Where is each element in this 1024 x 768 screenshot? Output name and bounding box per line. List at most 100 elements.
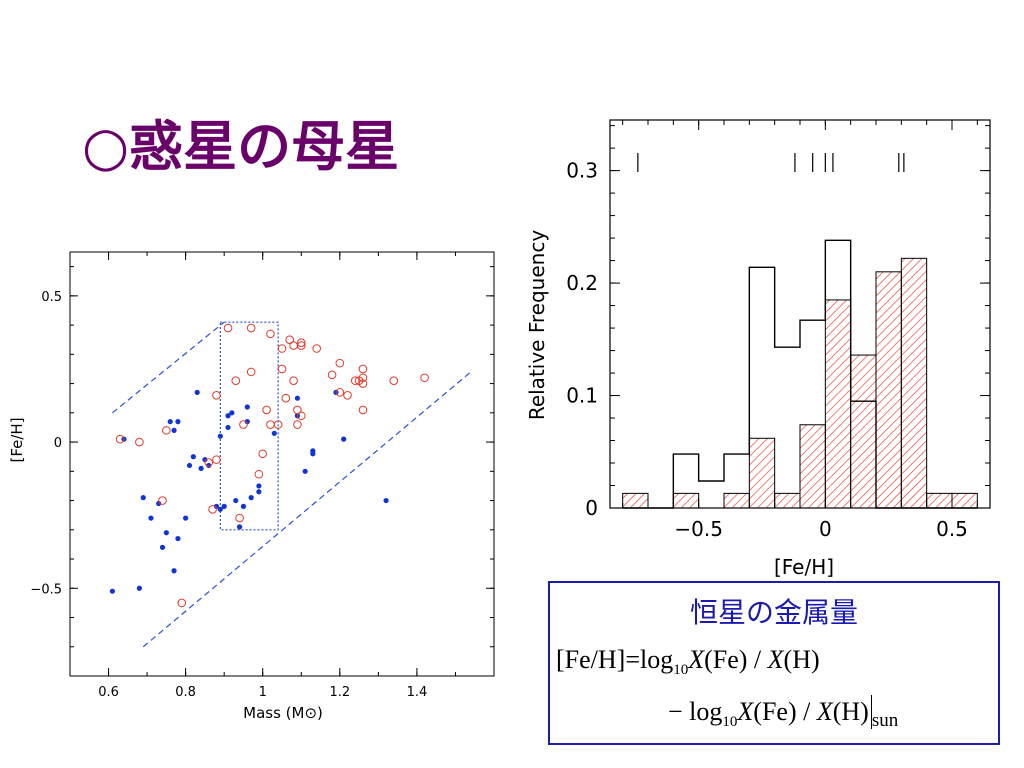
data-point-open [312,344,321,353]
scatter-guides [112,321,472,648]
data-point-open [343,390,352,400]
x-tick-label: 1.4 [407,685,428,700]
data-point-filled [171,568,177,574]
formula-prefix: [Fe/H]=log [556,645,674,674]
selection-guide-line [142,371,472,648]
scatter-plot-area [69,251,495,677]
data-point-filled [271,430,277,436]
data-point-open [204,458,214,467]
data-point-filled [148,515,154,521]
formula-heading: 恒星の金属量 [689,596,858,629]
data-point-filled [217,433,223,439]
histogram-bar-hatched [748,437,776,509]
data-point-filled [383,497,389,504]
formula-log-base: 10 [722,714,738,731]
metallicity-mass-scatter-plot: 0.6 0.8 1 1.2 1.4 −0.5 0 0.5 Mass (M⊙) [Fe/H] [8,251,495,720]
data-point-filled [225,413,231,419]
histogram-bar-hatched [622,492,649,509]
data-point-open [296,338,306,347]
data-point-open [162,426,171,435]
data-point-filled [233,497,239,504]
scatter-ticks: 0.6 0.8 1 1.2 1.4 −0.5 0 0.5 [30,252,495,700]
data-point-filled [167,419,173,425]
data-point-open [135,437,144,447]
formula-line-2: − log10X(Fe) / X(H) sun [668,695,898,732]
histogram-y-axis-label: Relative Frequency [525,230,549,420]
x-tick-label: 0.5 [936,517,968,541]
histogram-bar-hatched [723,492,750,509]
data-point-filled [240,503,247,509]
scatter-x-axis-label: Mass (M⊙) [243,704,323,720]
y-tick-label: −0.5 [30,582,62,597]
metallicity-formula-box: 恒星の金属量 [Fe/H]=log10X(Fe) / X(H) − log10X… [548,581,1000,745]
data-point-open [115,434,125,444]
data-point-filled [194,389,200,395]
scatter-frame [69,251,495,677]
data-point-filled [244,404,250,410]
data-point-open [239,420,248,429]
slide-title: ○惑星の母星 [82,115,400,178]
formula-line-1: [Fe/H]=log10X(Fe) / X(H) [556,645,820,679]
data-point-open [223,323,233,333]
data-point-filled [183,515,189,521]
formula-var: X [688,645,705,674]
formula-mid: (Fe) / [753,697,817,726]
scatter-y-axis-label: [Fe/H] [8,417,26,462]
data-point-open [293,405,302,415]
y-tick-label: 0.2 [566,271,598,295]
histogram-bar-hatched [799,424,826,509]
data-point-open [335,358,345,368]
solar-mass-box [219,321,279,531]
data-point-filled [159,544,166,550]
data-point-open [258,449,268,459]
data-point-open [277,344,287,353]
y-tick-label: 0.3 [566,159,598,183]
x-tick-label: 1.2 [329,685,350,700]
data-point-filled [198,465,204,471]
formula-var: X [737,697,754,726]
data-point-open [231,376,241,385]
data-point-open [246,367,256,377]
histogram-outline-series [622,239,978,509]
data-point-filled [190,454,196,460]
data-point-open [177,598,187,608]
data-point-open [266,420,275,429]
data-point-open [254,469,264,479]
data-point-filled [186,462,193,469]
data-point-filled [237,524,243,530]
y-tick-label: 0.5 [41,290,62,305]
formula-mid: (Fe) / [704,645,768,674]
selection-guide-line [112,321,225,414]
data-point-open [262,405,271,415]
histogram-bar-hatched [824,299,852,509]
data-point-open [350,376,360,385]
data-point-open [212,455,221,464]
formula-var: X [816,697,833,726]
data-point-filled [256,489,262,495]
data-point-open [158,496,167,505]
data-point-open [212,390,221,400]
x-tick-label: 0.6 [98,685,119,700]
y-tick-label: 0.1 [566,384,598,408]
histogram-top-ticks [637,153,905,172]
data-point-filled [225,424,231,431]
metallicity-histogram: −0.5 0 0.5 0 0.1 0.2 0.3 [Fe/H] Relative Frequ… [525,119,991,579]
formula-var: X [767,645,784,674]
data-point-filled [341,436,347,442]
scatter-points [109,323,429,608]
data-point-open [358,373,368,383]
data-point-filled [163,530,169,536]
data-point-filled [310,448,316,454]
evaluation-bar [870,695,872,729]
data-point-open [235,513,244,523]
data-point-filled [221,503,227,509]
data-point-filled [109,588,115,594]
formula-end: (H) [783,645,820,674]
data-point-open [358,405,368,415]
data-point-filled [175,535,181,542]
data-point-open [358,364,368,374]
histogram-bar-hatched [900,257,928,509]
histogram-x-axis-label: [Fe/H] [774,555,834,579]
formula-sun-subscript: sun [871,710,899,732]
data-point-open [277,364,287,374]
